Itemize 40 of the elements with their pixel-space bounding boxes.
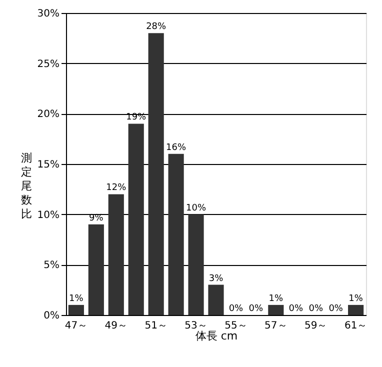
bar bbox=[268, 304, 284, 315]
x-tick-label: 51～ bbox=[144, 320, 168, 332]
bar bbox=[348, 304, 364, 315]
data-label: 16% bbox=[166, 142, 186, 153]
bar bbox=[148, 33, 164, 315]
bar bbox=[188, 214, 204, 315]
x-tick-label: 47～ bbox=[64, 320, 88, 332]
data-label: 0% bbox=[248, 304, 264, 314]
data-label: 28% bbox=[146, 22, 167, 32]
bar bbox=[208, 284, 224, 315]
x-tick-label: 59～ bbox=[304, 320, 328, 332]
data-label: 1% bbox=[268, 294, 284, 304]
data-label: 1% bbox=[348, 294, 364, 304]
x-tick-label: 49～ bbox=[104, 320, 128, 332]
x-tick-label: 61～ bbox=[344, 320, 368, 332]
y-axis-title: 測定尾数比 bbox=[21, 152, 32, 220]
x-tick-label: 55～ bbox=[224, 320, 248, 332]
y-tick-label: 30% bbox=[37, 8, 60, 20]
x-tick-label: 53～ bbox=[184, 320, 208, 332]
data-label: 12% bbox=[106, 183, 127, 194]
x-axis-title: 体長 cm bbox=[195, 330, 238, 342]
bar bbox=[88, 224, 104, 315]
y-tick-label: 15% bbox=[37, 160, 60, 170]
data-label: 3% bbox=[208, 274, 224, 284]
x-tick-label: 57～ bbox=[264, 320, 288, 332]
y-tick-label: 20% bbox=[37, 109, 60, 120]
data-label: 0% bbox=[288, 304, 304, 314]
y-tick-label: 10% bbox=[37, 210, 60, 221]
bar bbox=[68, 304, 84, 315]
data-label: 0% bbox=[308, 304, 324, 314]
bar bbox=[108, 194, 124, 315]
data-label: 10% bbox=[186, 203, 206, 214]
bar bbox=[168, 154, 184, 315]
bar bbox=[128, 124, 144, 315]
y-tick-label: 25% bbox=[37, 58, 60, 70]
data-label: 0% bbox=[228, 304, 244, 314]
y-tick-label: 5% bbox=[44, 260, 60, 272]
data-label: 1% bbox=[69, 294, 84, 304]
y-tick-label: 0% bbox=[44, 310, 60, 322]
data-label: 0% bbox=[328, 304, 344, 314]
